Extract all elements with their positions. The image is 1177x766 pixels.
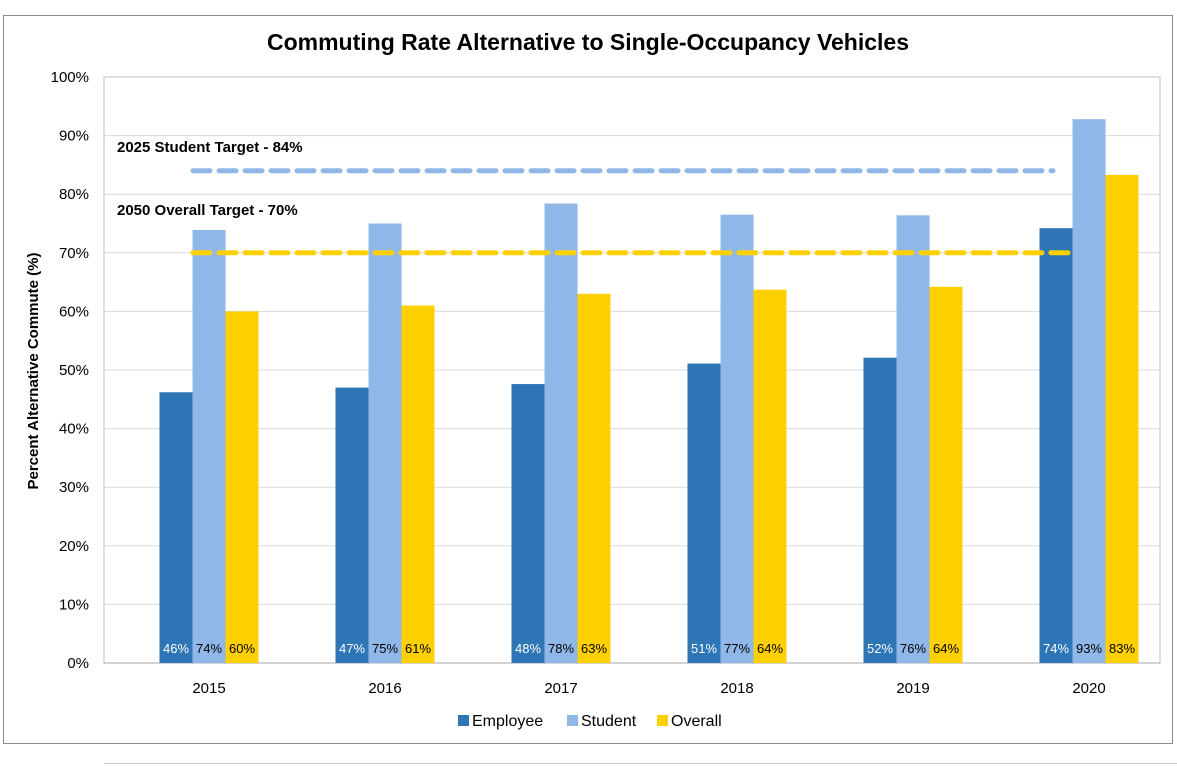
legend-label: Employee — [472, 713, 543, 730]
bar-employee — [687, 363, 721, 663]
y-tick-label: 70% — [59, 245, 89, 262]
y-tick-label: 80% — [59, 186, 89, 203]
x-tick-label: 2019 — [896, 680, 929, 697]
bar-student — [720, 214, 754, 663]
bar-student — [368, 223, 402, 663]
bar-overall — [1105, 174, 1139, 663]
data-label: 61% — [405, 641, 431, 656]
data-label: 47% — [339, 641, 365, 656]
x-tick-label: 2020 — [1072, 680, 1105, 697]
data-label: 75% — [372, 641, 398, 656]
legend-label: Student — [581, 713, 637, 730]
y-axis-label: Percent Alternative Commute (%) — [25, 252, 42, 489]
data-label: 63% — [581, 641, 607, 656]
legend-swatch — [567, 715, 578, 726]
y-tick-label: 20% — [59, 538, 89, 555]
gridlines — [103, 76, 1161, 664]
x-tick-label: 2018 — [720, 680, 753, 697]
data-label: 83% — [1109, 641, 1135, 656]
y-tick-label: 40% — [59, 421, 89, 438]
bar-employee — [511, 384, 545, 663]
data-label: 51% — [691, 641, 717, 656]
bar-overall — [401, 305, 435, 663]
data-label: 64% — [757, 641, 783, 656]
data-label: 46% — [163, 641, 189, 656]
data-label: 52% — [867, 641, 893, 656]
target-label: 2025 Student Target - 84% — [117, 139, 303, 156]
bar-student — [544, 203, 578, 664]
data-label: 77% — [724, 641, 750, 656]
data-label: 74% — [1043, 641, 1069, 656]
target-label: 2050 Overall Target - 70% — [117, 202, 298, 219]
y-tick-label: 30% — [59, 479, 89, 496]
y-tick-label: 60% — [59, 303, 89, 320]
bar-employee — [1039, 228, 1073, 664]
legend-swatch — [657, 715, 668, 726]
data-label: 74% — [196, 641, 222, 656]
x-axis-ticks: 2015 2016 2017 2018 2019 2020 — [192, 680, 1105, 697]
bar-employee — [863, 357, 897, 663]
x-tick-label: 2016 — [368, 680, 401, 697]
bar-student — [192, 229, 226, 664]
x-tick-label: 2017 — [544, 680, 577, 697]
legend-swatch — [458, 715, 469, 726]
bar-overall — [577, 293, 611, 663]
bars: 46% 74% 60% 47% 75% 61% 48% 78% 63% 51% 77% 64% 52% 7… — [159, 119, 1139, 664]
y-tick-label: 100% — [51, 69, 89, 86]
y-tick-label: 90% — [59, 128, 89, 145]
x-tick-label: 2015 — [192, 680, 225, 697]
data-label: 60% — [229, 641, 255, 656]
bar-overall — [929, 286, 963, 663]
legend-label: Overall — [671, 713, 722, 730]
data-label: 78% — [548, 641, 574, 656]
data-label: 93% — [1076, 641, 1102, 656]
target-lines: 2025 Student Target - 84% 2050 Overall Ta… — [117, 139, 1078, 256]
data-label: 64% — [933, 641, 959, 656]
chart-frame — [3, 15, 1173, 744]
bar-overall — [753, 289, 787, 663]
data-label: 76% — [900, 641, 926, 656]
bar-student — [896, 215, 930, 663]
bar-overall — [225, 311, 259, 663]
chart-title: Commuting Rate Alternative to Single-Occ… — [267, 29, 909, 55]
bar-employee — [159, 392, 193, 663]
data-label: 48% — [515, 641, 541, 656]
bar-employee — [335, 387, 369, 663]
y-tick-label: 0% — [67, 655, 89, 672]
y-tick-label: 50% — [59, 362, 89, 379]
bar-student — [1072, 119, 1106, 663]
y-tick-label: 10% — [59, 596, 89, 613]
y-axis-ticks: 0% 10% 20% 30% 40% 50% 60% 70% 80% 90% 100% — [51, 69, 89, 672]
legend: Employee Student Overall — [458, 713, 722, 730]
bottom-divider — [104, 763, 1177, 764]
